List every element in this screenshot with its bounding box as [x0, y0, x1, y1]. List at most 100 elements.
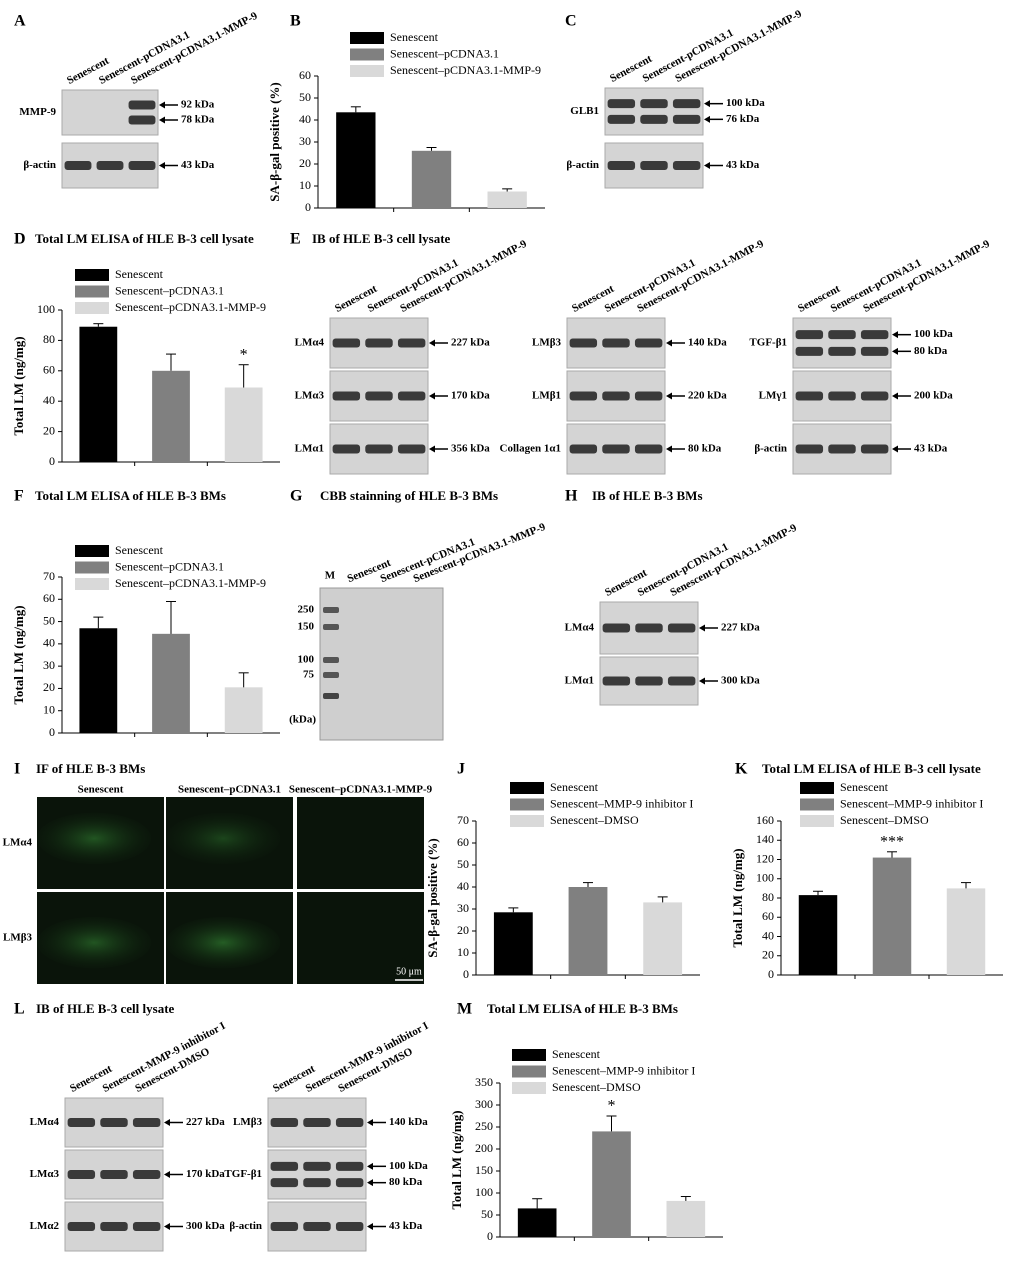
error-bar: [813, 890, 823, 896]
band: [672, 99, 701, 109]
panel-letter: A: [14, 13, 26, 30]
legend-swatch: [350, 65, 384, 77]
marker-label: 356 kDa: [451, 443, 490, 455]
legend-label: Senescent–pCDNA3.1-MMP-9: [115, 576, 266, 590]
band: [132, 1118, 161, 1127]
row-label: LMα4: [30, 1116, 60, 1128]
arrow-head: [367, 1223, 373, 1230]
panel-letter: D: [14, 231, 26, 248]
arrow-head: [704, 115, 710, 123]
band: [365, 391, 393, 401]
band: [569, 444, 598, 454]
row-label: GLB1: [570, 105, 599, 117]
y-tick-label: 50: [299, 90, 311, 104]
y-tick-label: 10: [299, 178, 311, 192]
band: [397, 444, 426, 454]
marker-label: 200 kDa: [914, 390, 953, 402]
band: [303, 1161, 331, 1171]
fluorescence-image: [297, 797, 424, 889]
band: [67, 1222, 96, 1231]
bar: [798, 895, 838, 975]
bar: [79, 628, 118, 733]
band: [100, 1222, 128, 1231]
error-bar: [961, 882, 971, 889]
band: [602, 391, 630, 401]
band: [634, 391, 663, 401]
arrow-head: [699, 677, 705, 685]
panel-letter: G: [290, 488, 303, 505]
y-tick-label: 40: [762, 928, 774, 942]
row-label: Collagen 1α1: [500, 443, 561, 455]
band: [828, 391, 856, 401]
arrow-head: [704, 162, 710, 169]
band: [332, 444, 361, 454]
arrow-head: [159, 101, 165, 109]
band: [270, 1178, 299, 1188]
y-tick-label: 0: [305, 200, 311, 214]
error-bar: [350, 106, 361, 113]
marker-label: 43 kDa: [181, 159, 215, 171]
arrow-head: [429, 339, 435, 347]
legend-swatch: [512, 1049, 546, 1061]
marker-label: 100 kDa: [389, 1160, 428, 1172]
row-label: LMα4: [295, 337, 325, 349]
chart-title: Total LM ELISA of HLE B-3 cell lysate: [762, 761, 981, 776]
row-label: LMα1: [295, 443, 324, 455]
ladder-band: [323, 693, 339, 699]
marker-label: 43 kDa: [914, 443, 948, 455]
band: [132, 1222, 161, 1231]
error-bar: [426, 147, 437, 151]
arrow-head: [367, 1162, 373, 1170]
y-tick-label: 0: [49, 725, 55, 739]
y-tick-label: 60: [299, 68, 311, 82]
band: [828, 444, 856, 454]
band: [672, 161, 701, 170]
legend-swatch: [800, 782, 834, 794]
y-tick-label: 120: [756, 851, 774, 865]
arrow-head: [892, 392, 898, 400]
y-tick-label: 350: [475, 1075, 493, 1089]
blot-strip: [792, 317, 892, 369]
error-bar: [238, 364, 249, 388]
chart-title: Total LM ELISA of HLE B-3 cell lysate: [35, 231, 254, 246]
arrow-head: [429, 445, 435, 453]
band: [270, 1222, 299, 1231]
y-tick-label: 100: [37, 302, 55, 316]
band: [303, 1118, 331, 1127]
band: [672, 114, 701, 124]
panel-letter: B: [290, 13, 301, 30]
significance: *: [240, 346, 248, 363]
legend-label: Senescent–pCDNA3.1: [115, 559, 224, 573]
bar: [643, 902, 683, 975]
legend-label: Senescent–DMSO: [550, 813, 639, 827]
y-tick-label: 0: [463, 967, 469, 981]
bar: [568, 887, 608, 975]
y-tick-label: 50: [43, 613, 55, 627]
y-tick-label: 40: [43, 393, 55, 407]
error-bar: [657, 896, 668, 903]
panel-letter: I: [14, 761, 20, 778]
y-tick-label: 30: [43, 658, 55, 672]
significance: ***: [880, 833, 904, 850]
error-bar: [166, 353, 176, 371]
legend-label: Senescent–pCDNA3.1: [390, 46, 499, 60]
band: [332, 338, 361, 348]
y-tick-label: 30: [457, 901, 469, 915]
panel-title: IB of HLE B-3 cell lysate: [312, 231, 451, 246]
legend-swatch: [800, 815, 834, 827]
band: [828, 346, 856, 356]
y-tick-label: 40: [43, 636, 55, 650]
row-label: β-actin: [566, 159, 599, 171]
blot-strip: [604, 87, 704, 136]
y-axis-label: SA-β-gal positive (%): [425, 838, 440, 958]
marker-label: 227 kDa: [451, 337, 490, 349]
arrow-head: [159, 116, 165, 124]
bar: [224, 387, 263, 462]
y-tick-label: 10: [457, 945, 469, 959]
band: [569, 338, 598, 348]
legend-label: Senescent–pCDNA3.1: [115, 283, 224, 297]
band: [100, 1170, 128, 1179]
row-label: LMα4: [3, 837, 33, 849]
y-tick-label: 80: [43, 332, 55, 346]
legend-label: Senescent: [840, 780, 889, 794]
